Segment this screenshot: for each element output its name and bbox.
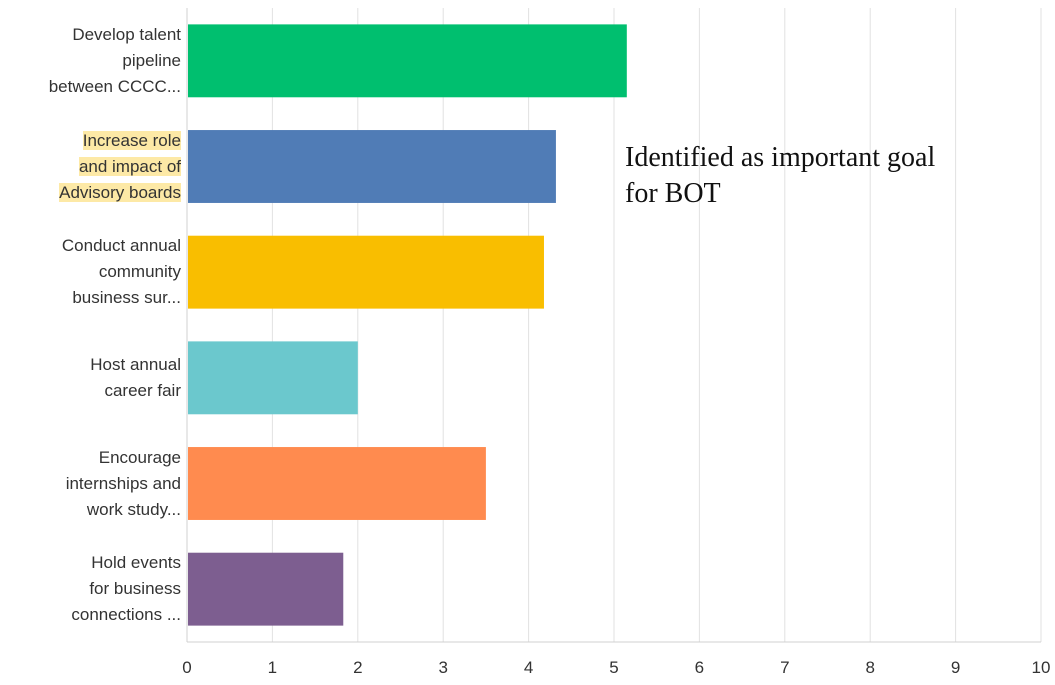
- chart-annotation: Identified as important goal for BOT: [625, 142, 936, 209]
- bars: [188, 24, 627, 626]
- x-tick-label: 3: [438, 658, 447, 677]
- x-tick-label: 1: [268, 658, 277, 677]
- bar: [188, 130, 556, 203]
- bar: [188, 447, 486, 520]
- category-label: Increase role and impact of Advisory board…: [59, 130, 181, 202]
- category-label: Host annual career fair: [90, 354, 181, 400]
- x-tick-label: 2: [353, 658, 362, 677]
- bar: [188, 341, 358, 415]
- x-tick-label: 7: [780, 658, 789, 677]
- x-tick-label: 5: [609, 658, 618, 677]
- category-label: Conduct annual community business sur...: [61, 236, 181, 308]
- x-tick-label: 6: [695, 658, 704, 677]
- x-tick-label: 4: [524, 658, 533, 677]
- category-label: Encourage internships and work study...: [65, 447, 181, 519]
- bar: [188, 24, 627, 98]
- bar: [188, 552, 344, 626]
- category-label: Hold events for business connections ...: [71, 553, 181, 625]
- bar: [188, 235, 544, 309]
- category-label: Develop talent pipeline between CCCC...: [48, 24, 181, 96]
- x-tick-label: 8: [865, 658, 874, 677]
- x-tick-labels: 0 1 2 3 4 5 6 7 8 9 10: [182, 658, 1050, 677]
- x-tick-label: 0: [182, 658, 191, 677]
- x-tick-label: 10: [1032, 658, 1051, 677]
- gridlines: [186, 8, 1042, 642]
- x-tick-label: 9: [951, 658, 960, 677]
